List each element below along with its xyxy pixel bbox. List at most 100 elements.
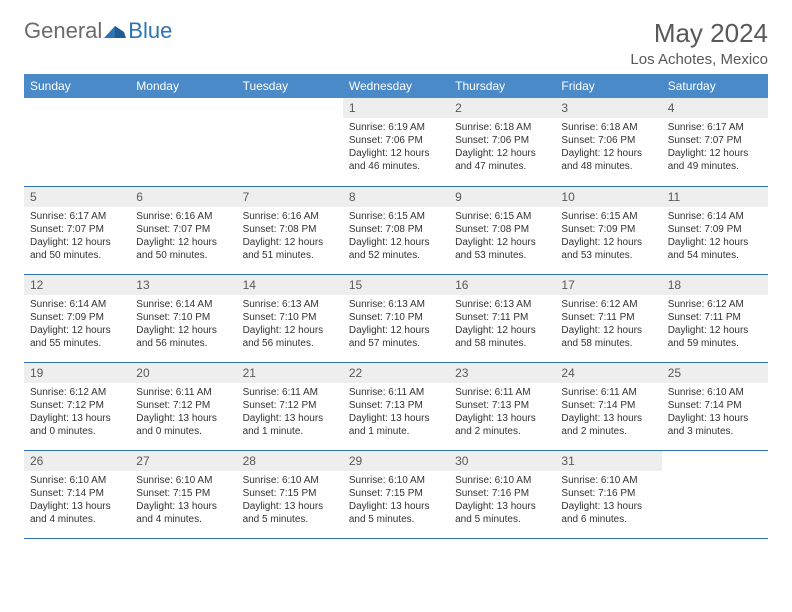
day-15: 15Sunrise: 6:13 AMSunset: 7:10 PMDayligh… <box>343 274 449 362</box>
day-23: 23Sunrise: 6:11 AMSunset: 7:13 PMDayligh… <box>449 362 555 450</box>
sunset-line: Sunset: 7:06 PM <box>349 134 443 147</box>
daylight-line: Daylight: 13 hours and 2 minutes. <box>455 412 549 438</box>
sunset-line: Sunset: 7:10 PM <box>136 311 230 324</box>
logo-text-blue: Blue <box>128 18 172 44</box>
daylight-line: Daylight: 12 hours and 59 minutes. <box>668 324 762 350</box>
sunset-line: Sunset: 7:08 PM <box>349 223 443 236</box>
sunrise-line: Sunrise: 6:12 AM <box>30 386 124 399</box>
day-details: Sunrise: 6:10 AMSunset: 7:15 PMDaylight:… <box>343 471 449 530</box>
day-11: 11Sunrise: 6:14 AMSunset: 7:09 PMDayligh… <box>662 186 768 274</box>
sunset-line: Sunset: 7:09 PM <box>668 223 762 236</box>
sunset-line: Sunset: 7:14 PM <box>561 399 655 412</box>
daylight-line: Daylight: 13 hours and 4 minutes. <box>30 500 124 526</box>
day-number: 17 <box>555 275 661 295</box>
day-2: 2Sunrise: 6:18 AMSunset: 7:06 PMDaylight… <box>449 98 555 186</box>
sunset-line: Sunset: 7:10 PM <box>349 311 443 324</box>
day-number: 24 <box>555 363 661 383</box>
day-17: 17Sunrise: 6:12 AMSunset: 7:11 PMDayligh… <box>555 274 661 362</box>
sunset-line: Sunset: 7:13 PM <box>349 399 443 412</box>
logo-icon <box>104 22 126 40</box>
day-4: 4 Sunrise: 6:17 AMSunset: 7:07 PMDaylight… <box>662 98 768 186</box>
day-details: Sunrise: 6:11 AMSunset: 7:13 PMDaylight:… <box>343 383 449 442</box>
day-details: Sunrise: 6:13 AMSunset: 7:11 PMDaylight:… <box>449 295 555 354</box>
sunset-line: Sunset: 7:10 PM <box>243 311 337 324</box>
daylight-line: Daylight: 12 hours and 48 minutes. <box>561 147 655 173</box>
day-number: 28 <box>237 451 343 471</box>
day-18: 18Sunrise: 6:12 AMSunset: 7:11 PMDayligh… <box>662 274 768 362</box>
day-empty <box>24 98 130 186</box>
day-number: 9 <box>449 187 555 207</box>
sunrise-line: Sunrise: 6:11 AM <box>349 386 443 399</box>
sunrise-line: Sunrise: 6:17 AM <box>668 121 762 134</box>
day-details: Sunrise: 6:10 AMSunset: 7:16 PMDaylight:… <box>555 471 661 530</box>
dow-sunday: Sunday <box>24 74 130 98</box>
sunset-line: Sunset: 7:16 PM <box>455 487 549 500</box>
daylight-line: Daylight: 12 hours and 58 minutes. <box>455 324 549 350</box>
daylight-line: Daylight: 12 hours and 47 minutes. <box>455 147 549 173</box>
daylight-line: Daylight: 12 hours and 53 minutes. <box>561 236 655 262</box>
sunset-line: Sunset: 7:13 PM <box>455 399 549 412</box>
title-block: May 2024 Los Achotes, Mexico <box>630 18 768 68</box>
day-number: 22 <box>343 363 449 383</box>
day-13: 13Sunrise: 6:14 AMSunset: 7:10 PMDayligh… <box>130 274 236 362</box>
day-details: Sunrise: 6:11 AMSunset: 7:12 PMDaylight:… <box>237 383 343 442</box>
day-details: Sunrise: 6:13 AMSunset: 7:10 PMDaylight:… <box>343 295 449 354</box>
day-details: Sunrise: 6:19 AMSunset: 7:06 PMDaylight:… <box>343 118 449 177</box>
sunrise-line: Sunrise: 6:18 AM <box>561 121 655 134</box>
daylight-line: Daylight: 12 hours and 58 minutes. <box>561 324 655 350</box>
day-14: 14Sunrise: 6:13 AMSunset: 7:10 PMDayligh… <box>237 274 343 362</box>
day-number: 11 <box>662 187 768 207</box>
day-number: 4 <box>662 98 768 118</box>
day-7: 7Sunrise: 6:16 AMSunset: 7:08 PMDaylight… <box>237 186 343 274</box>
day-28: 28Sunrise: 6:10 AMSunset: 7:15 PMDayligh… <box>237 450 343 538</box>
day-details: Sunrise: 6:16 AMSunset: 7:07 PMDaylight:… <box>130 207 236 266</box>
day-number: 5 <box>24 187 130 207</box>
day-number: 21 <box>237 363 343 383</box>
sunrise-line: Sunrise: 6:18 AM <box>455 121 549 134</box>
calendar-row: 12Sunrise: 6:14 AMSunset: 7:09 PMDayligh… <box>24 274 768 362</box>
day-number: 20 <box>130 363 236 383</box>
day-number: 12 <box>24 275 130 295</box>
day-5: 5Sunrise: 6:17 AMSunset: 7:07 PMDaylight… <box>24 186 130 274</box>
daylight-line: Daylight: 12 hours and 56 minutes. <box>243 324 337 350</box>
sunrise-line: Sunrise: 6:19 AM <box>349 121 443 134</box>
day-8: 8Sunrise: 6:15 AMSunset: 7:08 PMDaylight… <box>343 186 449 274</box>
sunset-line: Sunset: 7:07 PM <box>30 223 124 236</box>
day-number: 7 <box>237 187 343 207</box>
dow-monday: Monday <box>130 74 236 98</box>
day-number: 14 <box>237 275 343 295</box>
day-31: 31Sunrise: 6:10 AMSunset: 7:16 PMDayligh… <box>555 450 661 538</box>
daylight-line: Daylight: 12 hours and 55 minutes. <box>30 324 124 350</box>
sunset-line: Sunset: 7:07 PM <box>136 223 230 236</box>
daylight-line: Daylight: 12 hours and 53 minutes. <box>455 236 549 262</box>
daylight-line: Daylight: 12 hours and 52 minutes. <box>349 236 443 262</box>
day-number: 13 <box>130 275 236 295</box>
day-details: Sunrise: 6:14 AMSunset: 7:09 PMDaylight:… <box>662 207 768 266</box>
day-27: 27Sunrise: 6:10 AMSunset: 7:15 PMDayligh… <box>130 450 236 538</box>
day-6: 6Sunrise: 6:16 AMSunset: 7:07 PMDaylight… <box>130 186 236 274</box>
day-details: Sunrise: 6:18 AMSunset: 7:06 PMDaylight:… <box>555 118 661 177</box>
day-16: 16Sunrise: 6:13 AMSunset: 7:11 PMDayligh… <box>449 274 555 362</box>
day-details: Sunrise: 6:18 AMSunset: 7:06 PMDaylight:… <box>449 118 555 177</box>
sunset-line: Sunset: 7:07 PM <box>668 134 762 147</box>
day-number: 31 <box>555 451 661 471</box>
sunrise-line: Sunrise: 6:14 AM <box>668 210 762 223</box>
daylight-line: Daylight: 12 hours and 49 minutes. <box>668 147 762 173</box>
day-details: Sunrise: 6:11 AMSunset: 7:13 PMDaylight:… <box>449 383 555 442</box>
sunrise-line: Sunrise: 6:12 AM <box>561 298 655 311</box>
day-number: 2 <box>449 98 555 118</box>
sunrise-line: Sunrise: 6:11 AM <box>455 386 549 399</box>
daylight-line: Daylight: 12 hours and 50 minutes. <box>136 236 230 262</box>
day-details: Sunrise: 6:15 AMSunset: 7:09 PMDaylight:… <box>555 207 661 266</box>
day-29: 29Sunrise: 6:10 AMSunset: 7:15 PMDayligh… <box>343 450 449 538</box>
daylight-line: Daylight: 13 hours and 2 minutes. <box>561 412 655 438</box>
daylight-line: Daylight: 13 hours and 0 minutes. <box>136 412 230 438</box>
sunset-line: Sunset: 7:06 PM <box>561 134 655 147</box>
sunrise-line: Sunrise: 6:14 AM <box>30 298 124 311</box>
day-26: 26Sunrise: 6:10 AMSunset: 7:14 PMDayligh… <box>24 450 130 538</box>
day-number: 6 <box>130 187 236 207</box>
day-21: 21Sunrise: 6:11 AMSunset: 7:12 PMDayligh… <box>237 362 343 450</box>
day-number: 30 <box>449 451 555 471</box>
sunrise-line: Sunrise: 6:11 AM <box>136 386 230 399</box>
day-details: Sunrise: 6:11 AMSunset: 7:12 PMDaylight:… <box>130 383 236 442</box>
